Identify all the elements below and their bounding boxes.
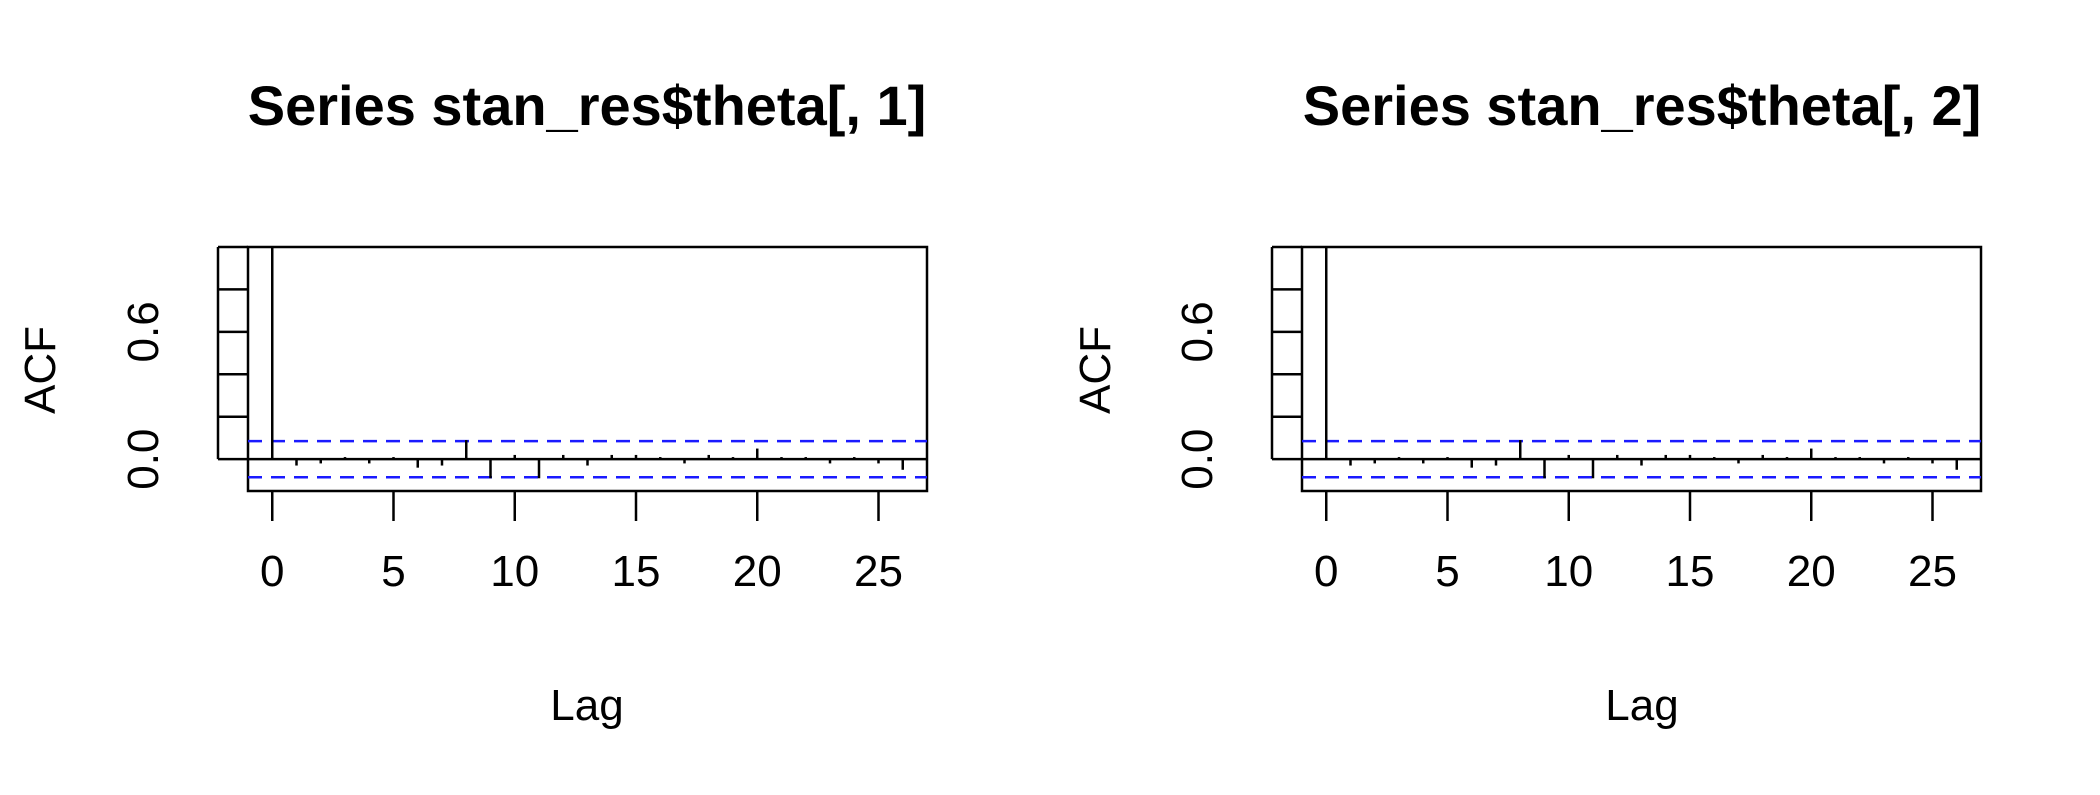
acf-panel-2: Series stan_res$theta[, 2] 0 5 10 15 20 25 0.0 0… [1071,74,1983,730]
x-tick-label: 5 [381,547,405,596]
plot-frame [1300,245,1983,493]
x-axis-label: Lag [1605,681,1678,730]
y-axis-label: ACF [16,326,65,414]
x-tick-label: 25 [854,547,903,596]
x-tick-label: 20 [1787,547,1836,596]
y-axis-label: ACF [1071,326,1120,414]
x-axis-label: Lag [550,681,623,730]
x-tick-label: 5 [1435,547,1459,596]
x-tick-label: 25 [1908,547,1957,596]
y-tick-label: 0.0 [1173,429,1222,490]
x-tick-label: 15 [1666,547,1715,596]
acf-panel-1: Series stan_res$theta[, 1] 0 5 10 15 20 25 0.0 0… [16,74,929,730]
x-tick-label: 0 [1314,547,1338,596]
x-tick-label: 15 [612,547,661,596]
chart-title: Series stan_res$theta[, 2] [1303,74,1982,137]
x-tick-label: 10 [1544,547,1593,596]
x-tick-label: 10 [490,547,539,596]
x-tick-label: 20 [733,547,782,596]
y-tick-label: 0.0 [119,429,168,490]
y-tick-label: 0.6 [119,301,168,362]
y-tick-label: 0.6 [1173,301,1222,362]
x-tick-label: 0 [260,547,284,596]
plot-frame [246,245,929,493]
chart-title: Series stan_res$theta[, 1] [248,74,927,137]
